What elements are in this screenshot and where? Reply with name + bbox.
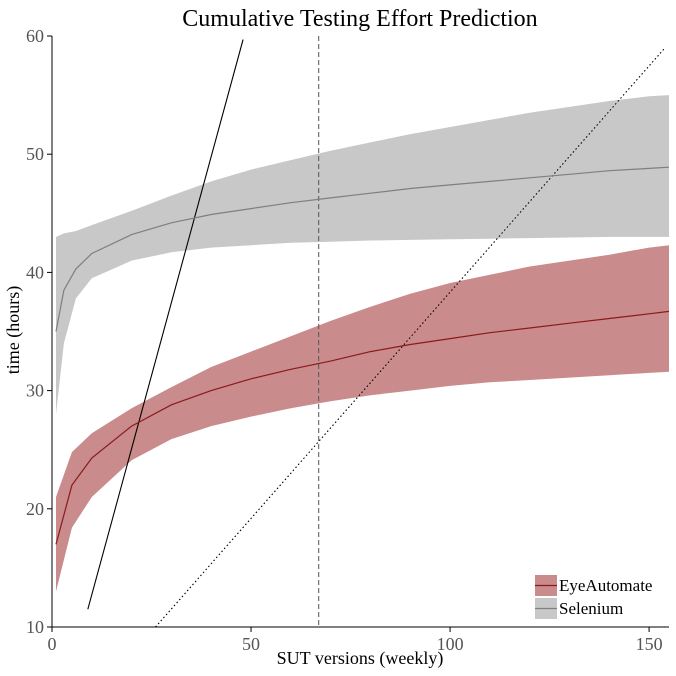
y-tick-label: 10 [26, 617, 44, 637]
legend: EyeAutomate Selenium [535, 575, 652, 619]
x-tick-label: 150 [636, 634, 663, 654]
selenium-line [55, 166, 670, 332]
x-axis-label: SUT versions (weekly) [277, 648, 444, 669]
chart-title: Cumulative Testing Effort Prediction [182, 6, 537, 32]
legend-label-eyeautomate: EyeAutomate [559, 576, 652, 595]
confidence-bands [56, 95, 669, 592]
y-tick-label: 30 [26, 381, 44, 401]
eyeautomate-line [55, 310, 670, 545]
y-ticks: 10 20 30 40 50 60 [26, 26, 52, 637]
y-tick-label: 20 [26, 499, 44, 519]
legend-label-selenium: Selenium [559, 599, 623, 618]
reference-line-dotted [155, 47, 666, 628]
series-lines [55, 166, 670, 545]
reference-lines [87, 36, 666, 628]
x-tick-label: 100 [437, 634, 464, 654]
y-tick-label: 60 [26, 26, 44, 46]
selenium-band [56, 95, 669, 415]
eyeautomate-band [56, 245, 669, 592]
x-ticks: 0 50 100 150 [48, 627, 663, 654]
y-tick-label: 40 [26, 262, 44, 282]
y-tick-label: 50 [26, 144, 44, 164]
x-tick-label: 50 [242, 634, 260, 654]
reference-line-solid [87, 39, 244, 610]
y-axis-label: time (hours) [3, 286, 24, 374]
x-tick-label: 0 [48, 634, 57, 654]
